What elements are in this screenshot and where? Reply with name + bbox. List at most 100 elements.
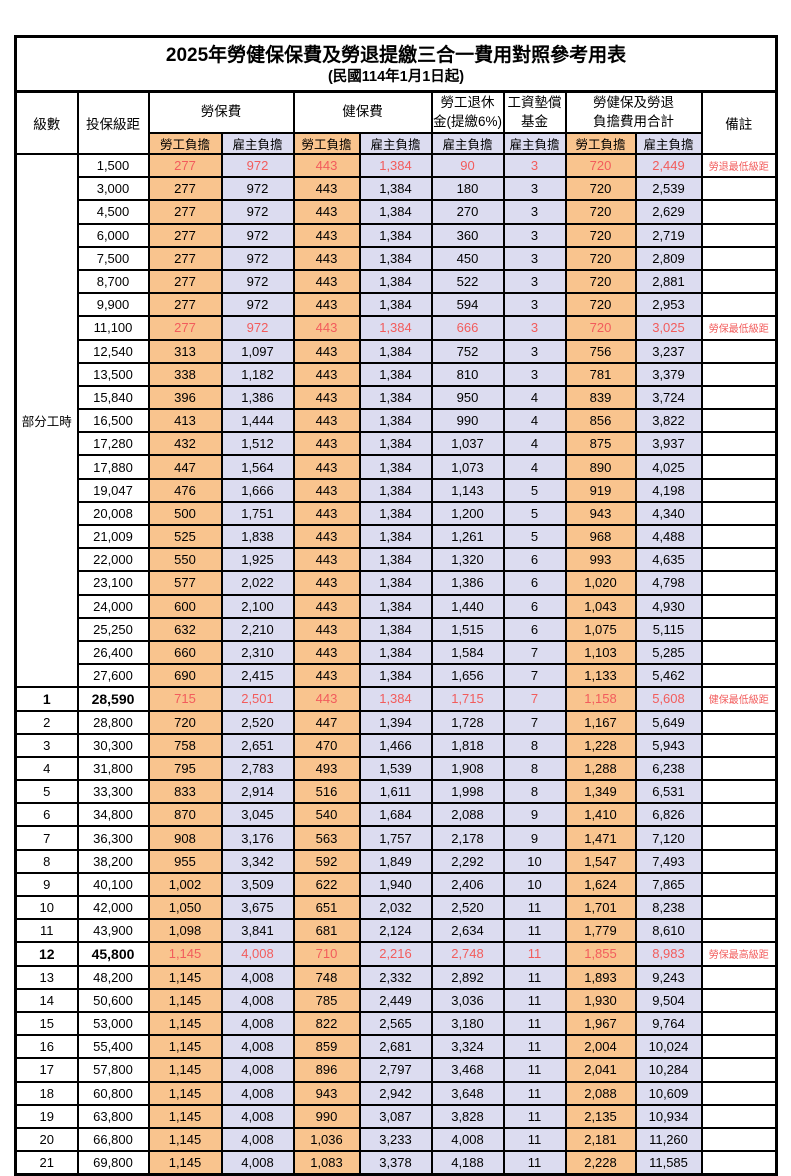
pension-employer-cell: 3,036 [430,987,505,1013]
labor-employer-cell: 972 [220,268,295,295]
pension-employer-cell: 1,037 [430,431,505,457]
total-employer-cell: 5,649 [634,709,703,735]
labor-employee-cell: 715 [147,686,223,712]
wage-fund-employer-cell: 3 [502,361,567,387]
bracket-cell: 19,047 [76,477,150,503]
bracket-cell: 28,800 [76,709,150,735]
health-employer-cell: 1,384 [358,268,433,295]
wage-fund-employer-cell: 3 [502,222,567,248]
total-employer-cell: 10,284 [634,1057,703,1083]
labor-employer-cell: 2,415 [220,663,295,689]
bracket-cell: 33,300 [76,779,150,805]
wage-fund-employer-cell: 7 [502,709,567,735]
page-title: 2025年勞健保保費及勞退提繳三合一費用對照參考用表 [165,44,627,66]
total-employee-cell: 1,158 [564,686,637,712]
bracket-cell: 69,800 [76,1150,150,1176]
subheader-pension-employer: 雇主負擔 [430,132,505,155]
note-cell [700,384,778,411]
wage-fund-employer-cell: 6 [502,547,567,573]
table-row: 17 57,800 1,145 4,008 896 2,797 3,468 11 2,041 10… [14,1057,778,1083]
labor-employee-cell: 833 [147,779,223,805]
wage-fund-employer-cell: 11 [502,941,567,967]
total-employee-cell: 720 [564,199,637,225]
pension-employer-cell: 1,200 [430,500,505,527]
total-employer-cell: 3,724 [634,384,703,411]
total-employee-cell: 1,228 [564,732,637,758]
wage-fund-employer-cell: 11 [502,1057,567,1083]
total-header-line1: 勞健保及勞退 [593,94,674,110]
table-row: 部分工時 1,500 277 972 443 1,384 90 3 720 2,449 勞退最低級距 [14,152,778,689]
table-row: 6,000 277 972 443 1,384 360 3 720 2,719 [16,222,778,248]
wage-fund-employer-cell: 11 [502,1103,567,1129]
pension-employer-cell: 450 [430,245,505,271]
level-cell: 13 [14,964,79,990]
health-employer-cell: 3,233 [358,1126,433,1153]
bracket-cell: 12,540 [76,338,150,364]
health-employer-cell: 1,384 [358,477,433,503]
table-row: 1 28,590 715 2,501 443 1,384 1,715 7 1,158 5,608 健… [14,686,778,712]
labor-employee-cell: 795 [147,755,223,782]
level-cell: 5 [14,779,79,805]
pension-employer-cell: 1,261 [430,523,505,550]
health-employee-cell: 443 [292,454,361,480]
health-employer-cell: 1,384 [358,663,433,689]
bracket-cell: 30,300 [76,732,150,758]
pension-employer-cell: 990 [430,408,505,434]
health-employer-cell: 2,797 [358,1057,433,1083]
pension-employer-cell: 2,520 [430,894,505,921]
labor-employer-cell: 972 [220,199,295,225]
wage-fund-employer-cell: 11 [502,1080,567,1106]
col-header-health-insurance: 健保費 [292,90,433,134]
labor-employee-cell: 413 [147,408,223,434]
labor-employer-cell: 4,008 [220,1080,295,1106]
total-employee-cell: 1,471 [564,825,637,851]
pension-employer-cell: 90 [430,152,505,179]
total-employee-cell: 890 [564,454,637,480]
labor-employee-cell: 277 [147,152,223,179]
labor-employee-cell: 1,145 [147,964,223,990]
table-row: 21,009 525 1,838 443 1,384 1,261 5 968 4,488 [16,523,778,550]
note-cell: 健保最低級距 [700,686,778,712]
total-employer-cell: 3,822 [634,408,703,434]
wage-fund-employer-cell: 7 [502,686,567,712]
health-employer-cell: 1,384 [358,315,433,341]
wage-fund-employer-cell: 11 [502,1150,567,1176]
wage-fund-employer-cell: 11 [502,1126,567,1153]
bracket-cell: 13,500 [76,361,150,387]
pension-employer-cell: 1,515 [430,616,505,642]
total-employer-cell: 5,462 [634,663,703,689]
labor-employer-cell: 972 [220,222,295,248]
total-employer-cell: 3,237 [634,338,703,364]
health-employer-cell: 1,384 [358,454,433,480]
bracket-cell: 50,600 [76,987,150,1013]
health-employee-cell: 622 [292,871,361,898]
table-body: 部分工時 1,500 277 972 443 1,384 90 3 720 2,449 勞退最低級距… [14,152,778,1176]
subheader-fund-employer: 雇主負擔 [502,132,567,155]
table-row: 24,000 600 2,100 443 1,384 1,440 6 1,043 4,930 [16,593,778,619]
pension-header-line1: 勞工退休 [440,94,495,110]
table-row: 14 50,600 1,145 4,008 785 2,449 3,036 11 1,930 9,… [14,987,778,1013]
table-row: 21 69,800 1,145 4,008 1,083 3,378 4,188 11 2,228… [14,1150,778,1176]
pension-employer-cell: 180 [430,176,505,202]
level-cell: 21 [14,1150,79,1176]
total-employee-cell: 720 [564,152,637,179]
bracket-cell: 23,100 [76,570,150,596]
table-row: 3 30,300 758 2,651 470 1,466 1,818 8 1,228 5,943 [14,732,778,758]
total-employer-cell: 6,826 [634,802,703,828]
labor-employee-cell: 277 [147,315,223,341]
health-employer-cell: 1,384 [358,199,433,225]
level-cell: 20 [14,1126,79,1153]
labor-employee-cell: 720 [147,709,223,735]
table-title-block: 2025年勞健保保費及勞退提繳三合一費用對照參考用表 (民國114年1月1日起) [14,35,778,93]
pension-employer-cell: 3,324 [430,1034,505,1060]
labor-employee-cell: 1,145 [147,1010,223,1037]
total-employer-cell: 2,809 [634,245,703,271]
total-employee-cell: 1,701 [564,894,637,921]
health-employer-cell: 1,384 [358,639,433,666]
note-cell [700,222,778,248]
health-employee-cell: 443 [292,176,361,202]
labor-employee-cell: 1,002 [147,871,223,898]
table-row: 17,280 432 1,512 443 1,384 1,037 4 875 3,937 [16,431,778,457]
table-row: 5 33,300 833 2,914 516 1,611 1,998 8 1,349 6,531 [14,779,778,805]
bracket-cell: 25,250 [76,616,150,642]
